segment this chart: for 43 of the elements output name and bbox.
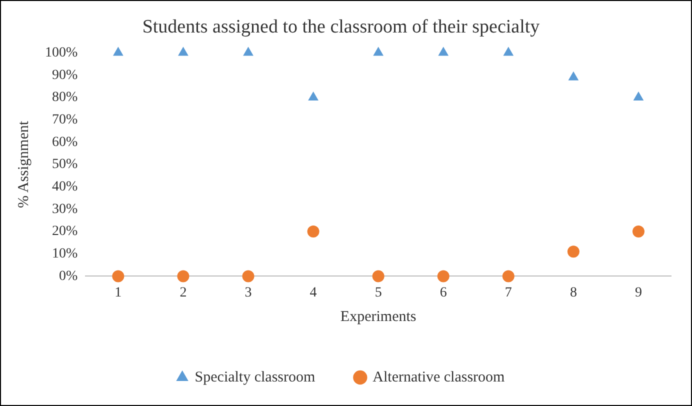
x-tick-label: 8	[570, 285, 577, 300]
y-tick-label: 100%	[44, 45, 78, 60]
point	[112, 270, 124, 282]
point	[373, 46, 384, 56]
y-tick-label: 80%	[52, 90, 78, 106]
point	[243, 46, 254, 56]
point	[438, 46, 449, 56]
point	[308, 91, 318, 100]
y-tick-label: 0%	[58, 268, 78, 284]
point	[437, 270, 450, 282]
point	[242, 270, 254, 282]
point	[177, 270, 190, 282]
y-tick-label: 90%	[52, 68, 78, 83]
legend-label: Specialty classroom	[194, 369, 316, 386]
point	[632, 226, 644, 238]
x-tick-label: 2	[180, 285, 187, 300]
point	[633, 91, 644, 100]
x-tick-label: 5	[374, 285, 382, 300]
y-tick-label: 10%	[52, 246, 78, 262]
x-tick-label: 3	[244, 285, 252, 300]
point	[178, 46, 188, 56]
x-tick-label: 4	[310, 285, 317, 300]
x-tick-label: 1	[114, 285, 122, 300]
x-axis-title: Experiments	[340, 308, 416, 325]
y-tick-label: 30%	[52, 202, 78, 217]
y-axis-title: % Assignment	[16, 120, 32, 208]
point	[568, 71, 579, 80]
point	[567, 246, 580, 258]
y-tick-label: 60%	[52, 134, 78, 150]
point	[503, 46, 514, 56]
y-tick-label: 70%	[52, 112, 78, 128]
point	[112, 46, 124, 56]
y-tick-label: 20%	[52, 224, 78, 240]
y-tick-label: 50%	[52, 157, 78, 172]
y-tick-label: 40%	[52, 180, 78, 195]
point	[372, 270, 384, 282]
x-tick-label: 7	[504, 285, 512, 300]
x-tick-label: 6	[440, 285, 447, 300]
x-tick-label: 9	[634, 285, 642, 300]
legend-label: Alternative classroom	[372, 369, 506, 386]
chart-title: Students assigned to the classroom of their specialty	[142, 16, 540, 38]
point	[307, 226, 320, 238]
point	[502, 270, 514, 282]
